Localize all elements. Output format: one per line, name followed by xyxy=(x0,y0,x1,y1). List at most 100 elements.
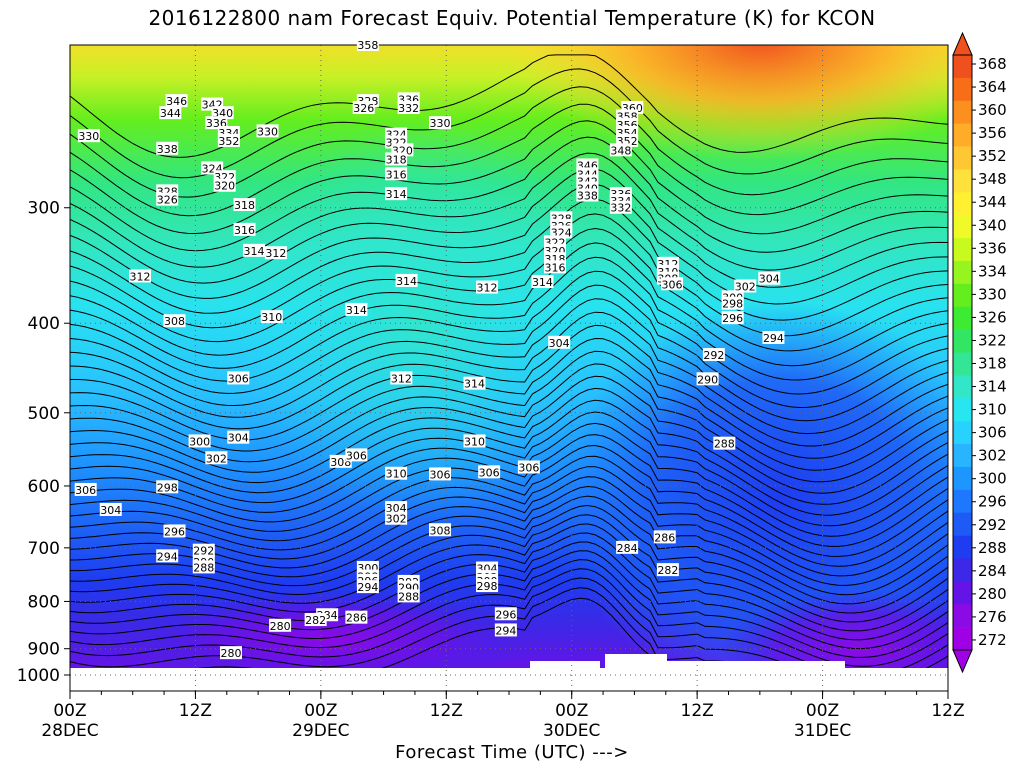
contour-label-text: 304 xyxy=(759,273,780,286)
contour-label-text: 282 xyxy=(305,614,326,627)
colorbar-swatch xyxy=(953,329,972,353)
contour-label-bg xyxy=(159,106,182,120)
contour-label-bg xyxy=(517,460,540,474)
contour-label: 280 xyxy=(269,618,292,633)
contour-label-bg xyxy=(478,465,501,479)
contour-label-text: 314 xyxy=(396,275,417,288)
contour-label-bg xyxy=(192,543,215,557)
contour-label: 280 xyxy=(219,646,242,660)
colorbar-label: 318 xyxy=(978,355,1007,373)
contour-line xyxy=(70,270,948,395)
colorbar-label: 334 xyxy=(978,262,1007,280)
contour-label: 294 xyxy=(762,330,785,345)
contour-label: 330 xyxy=(429,116,452,130)
contour-label-bg xyxy=(163,314,186,328)
contour-label: 304 xyxy=(548,335,571,350)
contour-label-text: 296 xyxy=(495,608,516,621)
contour-label: 294 xyxy=(156,549,179,563)
x-tick-label: 12Z xyxy=(681,701,714,721)
contour-label-bg xyxy=(395,273,418,287)
contour-label-bg xyxy=(385,152,408,166)
contour-label-text: 308 xyxy=(164,315,185,328)
contour-label: 304 xyxy=(758,271,781,286)
contour-label-text: 326 xyxy=(157,194,178,207)
contour-label: 306 xyxy=(517,460,540,474)
contour-label: 302 xyxy=(205,451,228,465)
contour-label-bg xyxy=(550,225,573,239)
colorbar-label: 306 xyxy=(978,424,1007,442)
contour-label-text: 358 xyxy=(357,39,378,52)
contour-label-bg xyxy=(734,279,757,293)
contour-label-bg xyxy=(217,133,240,147)
colorbar-swatch xyxy=(953,398,972,422)
contour-label-bg xyxy=(531,275,554,289)
contour-label-bg xyxy=(77,129,100,143)
colorbar-swatch xyxy=(953,169,972,193)
contour-label: 292 xyxy=(192,543,215,558)
contour-label: 338 xyxy=(576,188,599,203)
contour-label-bg xyxy=(702,348,725,362)
contour-line xyxy=(70,198,948,321)
contour-label: 338 xyxy=(156,141,179,156)
contour-label: 294 xyxy=(494,623,517,637)
colorbar-swatch xyxy=(953,489,972,513)
contour-label-text: 352 xyxy=(218,135,239,148)
contour-label-bg xyxy=(219,646,242,660)
contour-label-text: 320 xyxy=(214,180,235,193)
contour-label-text: 284 xyxy=(617,542,638,555)
contour-label: 286 xyxy=(653,530,676,544)
contour-line xyxy=(70,399,948,516)
contour-label-bg xyxy=(242,243,265,257)
contour-label-bg xyxy=(653,530,676,544)
colorbar-label: 322 xyxy=(978,331,1007,349)
contour-label-text: 316 xyxy=(544,261,565,274)
contour-lines xyxy=(70,54,948,668)
contour-label-bg xyxy=(165,94,188,108)
contour-label-text: 346 xyxy=(166,95,187,108)
colorbar-bottom-arrow xyxy=(952,649,973,674)
contour-label: 318 xyxy=(385,152,408,166)
contour-label-text: 338 xyxy=(577,190,598,203)
contour-label-bg xyxy=(356,580,379,594)
contour-line xyxy=(70,559,948,667)
colorbar-label: 330 xyxy=(978,285,1007,303)
contour-label-bg xyxy=(211,106,234,120)
contour-label: 286 xyxy=(345,610,368,625)
colorbar-label: 302 xyxy=(978,447,1007,465)
contour-label-text: 294 xyxy=(763,332,784,345)
contour-line xyxy=(70,504,948,614)
contour-line xyxy=(70,242,948,367)
contour-label: 312 xyxy=(390,371,413,385)
contour-label: 304 xyxy=(99,502,122,517)
contour-label-bg xyxy=(345,448,368,462)
contour-label-bg xyxy=(494,607,517,621)
contour-label-bg xyxy=(385,466,408,480)
colorbar-label: 360 xyxy=(978,101,1007,119)
contour-label-bg xyxy=(345,302,368,316)
contour-line xyxy=(70,444,948,557)
contour-label: 304 xyxy=(227,430,250,445)
contour-label-text: 294 xyxy=(157,550,178,563)
colorbar-label: 356 xyxy=(978,124,1007,142)
contour-label-bg xyxy=(260,310,283,324)
contour-label: 306 xyxy=(661,277,684,291)
contour-label-bg xyxy=(269,618,292,632)
colorbar-swatch xyxy=(953,375,972,399)
contour-label-text: 302 xyxy=(735,280,756,293)
contour-label-bg xyxy=(304,613,327,627)
contour-label: 306 xyxy=(345,448,368,462)
contour-label-bg xyxy=(429,116,452,130)
contour-label-text: 290 xyxy=(697,373,718,386)
contour-line xyxy=(70,550,948,658)
contour-label-bg xyxy=(345,610,368,624)
contour-label: 306 xyxy=(429,467,452,481)
contour-label-bg xyxy=(609,143,632,157)
colorbar: 368 364 360 356 352 348 344 340 336 334 330 326 322 3… xyxy=(952,31,1007,674)
contour-line xyxy=(70,476,948,586)
contour-label-bg xyxy=(227,430,250,444)
contour-label-text: 304 xyxy=(228,432,249,445)
contour-label: 330 xyxy=(256,124,279,138)
contour-label: 298 xyxy=(476,579,499,593)
contour-label: 306 xyxy=(478,465,501,479)
colorbar-label: 340 xyxy=(978,216,1007,234)
